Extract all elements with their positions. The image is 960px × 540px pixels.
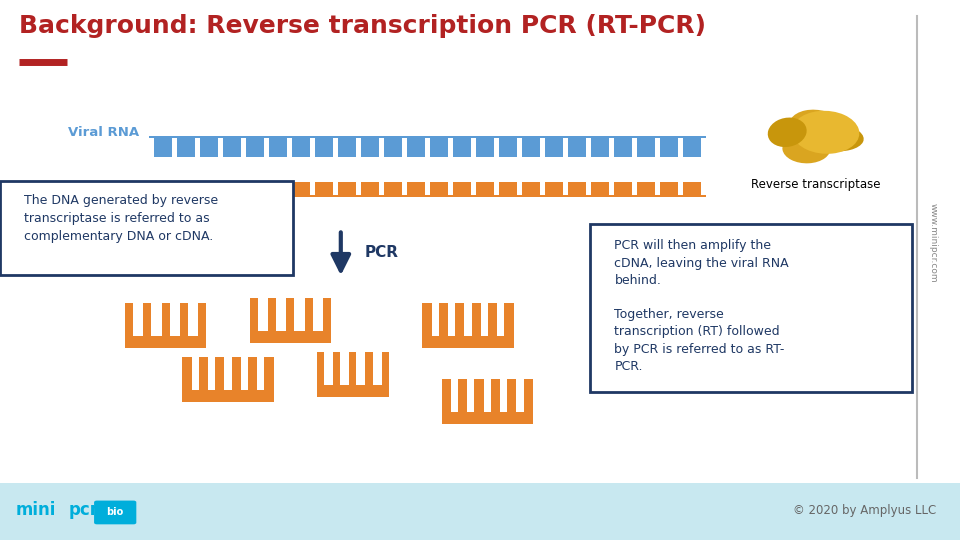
FancyBboxPatch shape — [609, 138, 613, 195]
FancyBboxPatch shape — [195, 138, 200, 195]
Ellipse shape — [782, 134, 830, 163]
Ellipse shape — [792, 111, 859, 154]
Text: bio: bio — [107, 508, 124, 517]
FancyBboxPatch shape — [474, 379, 484, 412]
FancyBboxPatch shape — [540, 138, 544, 195]
FancyBboxPatch shape — [586, 138, 590, 195]
Text: Reverse transcriptase: Reverse transcriptase — [752, 178, 880, 191]
FancyBboxPatch shape — [470, 138, 475, 195]
FancyBboxPatch shape — [447, 138, 452, 195]
FancyBboxPatch shape — [333, 352, 340, 385]
Ellipse shape — [789, 110, 843, 144]
Text: The DNA generated by reverse
transcriptase is referred to as
complementary DNA o: The DNA generated by reverse transcripta… — [24, 194, 218, 244]
FancyBboxPatch shape — [248, 357, 257, 390]
FancyBboxPatch shape — [442, 379, 451, 412]
FancyBboxPatch shape — [264, 138, 269, 195]
FancyBboxPatch shape — [317, 352, 324, 385]
FancyBboxPatch shape — [287, 138, 292, 195]
FancyBboxPatch shape — [491, 379, 500, 412]
Ellipse shape — [768, 118, 806, 147]
Ellipse shape — [806, 124, 864, 151]
FancyBboxPatch shape — [149, 138, 154, 195]
FancyBboxPatch shape — [268, 298, 276, 331]
FancyBboxPatch shape — [180, 303, 188, 336]
FancyBboxPatch shape — [590, 224, 912, 392]
FancyBboxPatch shape — [0, 483, 960, 540]
FancyBboxPatch shape — [402, 138, 407, 195]
FancyBboxPatch shape — [563, 138, 567, 195]
Text: © 2020 by Amplyus LLC: © 2020 by Amplyus LLC — [793, 504, 936, 517]
Text: cDNA: cDNA — [99, 183, 139, 196]
FancyBboxPatch shape — [488, 303, 497, 336]
Text: PCR will then amplify the
cDNA, leaving the viral RNA
behind.: PCR will then amplify the cDNA, leaving … — [614, 239, 789, 287]
FancyBboxPatch shape — [250, 331, 331, 343]
FancyBboxPatch shape — [310, 138, 315, 195]
FancyBboxPatch shape — [356, 138, 361, 195]
FancyBboxPatch shape — [349, 352, 356, 385]
Text: mini: mini — [15, 501, 56, 519]
FancyBboxPatch shape — [471, 303, 481, 336]
Text: Together, reverse
transcription (RT) followed
by PCR is referred to as RT-
PCR.: Together, reverse transcription (RT) fol… — [614, 308, 784, 373]
FancyBboxPatch shape — [516, 138, 521, 195]
FancyBboxPatch shape — [701, 138, 706, 195]
FancyBboxPatch shape — [304, 298, 313, 331]
Text: www.minipcr.com: www.minipcr.com — [928, 203, 938, 283]
FancyBboxPatch shape — [94, 501, 136, 524]
FancyBboxPatch shape — [172, 138, 177, 195]
FancyBboxPatch shape — [182, 390, 274, 402]
FancyBboxPatch shape — [149, 136, 706, 157]
Text: pcr: pcr — [69, 501, 99, 519]
FancyBboxPatch shape — [231, 357, 241, 390]
FancyBboxPatch shape — [182, 357, 192, 390]
FancyBboxPatch shape — [382, 352, 389, 385]
FancyBboxPatch shape — [250, 298, 257, 331]
FancyBboxPatch shape — [455, 303, 465, 336]
FancyBboxPatch shape — [422, 303, 431, 336]
FancyBboxPatch shape — [264, 357, 274, 390]
FancyBboxPatch shape — [0, 181, 293, 275]
FancyBboxPatch shape — [286, 298, 295, 331]
Text: Background: Reverse transcription PCR (RT-PCR): Background: Reverse transcription PCR (R… — [19, 14, 707, 37]
FancyBboxPatch shape — [199, 303, 206, 336]
FancyBboxPatch shape — [366, 352, 372, 385]
FancyBboxPatch shape — [215, 357, 225, 390]
FancyBboxPatch shape — [317, 385, 389, 397]
FancyBboxPatch shape — [655, 138, 660, 195]
FancyBboxPatch shape — [493, 138, 498, 195]
FancyBboxPatch shape — [379, 138, 384, 195]
FancyBboxPatch shape — [125, 303, 132, 336]
FancyBboxPatch shape — [632, 138, 636, 195]
FancyBboxPatch shape — [218, 138, 223, 195]
FancyBboxPatch shape — [333, 138, 338, 195]
FancyBboxPatch shape — [442, 412, 533, 424]
FancyBboxPatch shape — [125, 336, 206, 348]
FancyBboxPatch shape — [678, 138, 683, 195]
FancyBboxPatch shape — [323, 298, 331, 331]
FancyBboxPatch shape — [199, 357, 208, 390]
FancyBboxPatch shape — [422, 336, 514, 348]
FancyBboxPatch shape — [161, 303, 170, 336]
FancyBboxPatch shape — [149, 182, 706, 197]
Text: PCR: PCR — [365, 245, 398, 260]
FancyBboxPatch shape — [143, 303, 152, 336]
FancyBboxPatch shape — [424, 138, 430, 195]
FancyBboxPatch shape — [439, 303, 448, 336]
FancyBboxPatch shape — [241, 138, 246, 195]
FancyBboxPatch shape — [507, 379, 516, 412]
Text: Viral RNA: Viral RNA — [68, 126, 139, 139]
FancyBboxPatch shape — [458, 379, 468, 412]
FancyBboxPatch shape — [505, 303, 514, 336]
FancyBboxPatch shape — [524, 379, 533, 412]
